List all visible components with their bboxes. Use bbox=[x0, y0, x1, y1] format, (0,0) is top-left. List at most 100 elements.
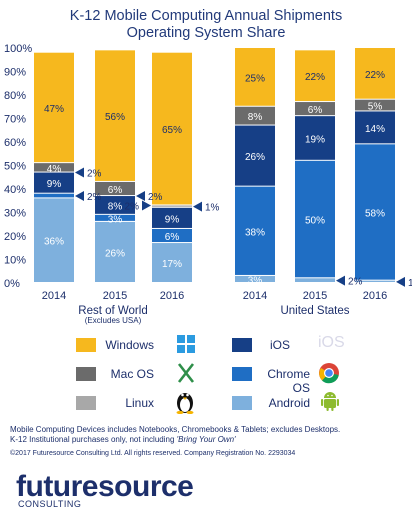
callout-arrow bbox=[75, 191, 84, 202]
y-tick-label: 60% bbox=[4, 137, 26, 149]
x-tick-label: 2016 bbox=[363, 290, 387, 302]
y-tick-label: 80% bbox=[4, 90, 26, 102]
y-tick-label: 30% bbox=[4, 208, 26, 220]
callout-label: 2% bbox=[87, 192, 102, 203]
bar-segment-windows bbox=[355, 48, 395, 99]
x-tick-label: 2014 bbox=[243, 290, 267, 302]
ios-logo-icon: iOS bbox=[318, 334, 345, 351]
y-tick-label: 100% bbox=[4, 43, 32, 55]
footnote-institutional-emphasis: 'Bring Your Own' bbox=[176, 435, 236, 444]
legend-swatch-windows bbox=[76, 338, 96, 352]
bar-value-label: 6% bbox=[308, 105, 323, 116]
bar-segment-chrome-os bbox=[34, 193, 74, 198]
footnote-institutional-text: K-12 Institutional purchases only, not i… bbox=[10, 435, 177, 444]
chart-title-line1: K-12 Mobile Computing Annual Shipments bbox=[69, 8, 343, 24]
bar-segment-android bbox=[295, 278, 335, 282]
legend-label-linux: Linux bbox=[125, 396, 154, 410]
mac-os-x-logo-icon bbox=[177, 363, 195, 383]
bar-value-label: 36% bbox=[44, 237, 64, 248]
stacked-bar-chart: 0% 10% 20% 30% 40% 50% 60% 70% 80% 90% 100% 36% 9% 4%… bbox=[4, 43, 412, 325]
bar-segment-mac-os bbox=[34, 163, 74, 172]
bar-segment-ios bbox=[152, 207, 192, 228]
bar-value-label: 6% bbox=[108, 185, 123, 196]
y-tick-label: 70% bbox=[4, 114, 26, 126]
y-tick-label: 40% bbox=[4, 184, 26, 196]
callout-label: 2% bbox=[125, 201, 140, 212]
bar-segment-chrome-os bbox=[355, 144, 395, 280]
bar-segment-ios bbox=[235, 125, 275, 186]
legend-swatch-android bbox=[232, 396, 252, 410]
x-tick-label: 2014 bbox=[42, 290, 66, 302]
group-sublabel-excludes-usa: (Excludes USA) bbox=[85, 316, 142, 325]
legend-swatch-mac-os bbox=[76, 367, 96, 381]
bar-segment-android bbox=[235, 275, 275, 282]
bar-segment-windows bbox=[235, 48, 275, 106]
chrome-logo-icon bbox=[319, 363, 339, 384]
y-tick-label: 50% bbox=[4, 161, 26, 173]
bar-segment-windows bbox=[152, 52, 192, 205]
legend-swatch-linux bbox=[76, 396, 96, 410]
bar-value-label: 26% bbox=[105, 248, 125, 259]
group-label-united-states: United States bbox=[280, 305, 349, 317]
linux-penguin-icon bbox=[176, 393, 194, 414]
bar-segment-windows bbox=[34, 52, 74, 163]
bar-value-label: 14% bbox=[365, 124, 385, 135]
bar-value-label: 65% bbox=[162, 125, 182, 136]
callout-arrow bbox=[396, 276, 405, 287]
bar-segment-linux bbox=[152, 205, 192, 207]
callout-arrow bbox=[75, 167, 84, 178]
bar-value-label: 47% bbox=[44, 104, 64, 115]
callout-label: 1% bbox=[205, 203, 220, 214]
bar-value-label: 58% bbox=[365, 209, 385, 220]
bar-segment-android bbox=[95, 221, 135, 282]
bar-segment-windows bbox=[95, 50, 135, 181]
callout-label: 1% bbox=[408, 278, 412, 289]
legend-label-ios: iOS bbox=[269, 338, 290, 352]
x-tick-label: 2015 bbox=[303, 290, 327, 302]
bar-segment-chrome-os bbox=[95, 214, 135, 221]
legend-label-android: Android bbox=[268, 396, 310, 410]
copyright-notice: ©2017 Futuresource Consulting Ltd. All r… bbox=[10, 450, 296, 457]
bar-value-label: 9% bbox=[47, 179, 62, 190]
bar-segment-android bbox=[152, 243, 192, 282]
group-label-rest-of-world: Rest of World bbox=[78, 305, 147, 317]
futuresource-logo: futuresource bbox=[16, 470, 194, 503]
y-tick-label: 10% bbox=[4, 255, 26, 267]
bar-value-label: 8% bbox=[108, 201, 123, 212]
callout-label: 2% bbox=[148, 192, 163, 203]
y-tick-label: 20% bbox=[4, 231, 26, 243]
bar-segment-android bbox=[355, 280, 395, 282]
bar-value-label: 4% bbox=[47, 164, 62, 175]
bar-segment-chrome-os bbox=[295, 160, 335, 278]
y-tick-label: 90% bbox=[4, 67, 26, 79]
legend-label-windows: Windows bbox=[105, 338, 154, 352]
callout-label: 2% bbox=[348, 277, 363, 288]
footnote-devices: Mobile Computing Devices includes Notebo… bbox=[10, 425, 341, 434]
callout-arrow bbox=[142, 200, 151, 211]
x-tick-label: 2016 bbox=[160, 290, 184, 302]
y-tick-label: 0% bbox=[4, 278, 20, 290]
bar-value-label: 25% bbox=[245, 73, 265, 84]
legend-label-mac-os: Mac OS bbox=[110, 367, 154, 381]
x-tick-label: 2015 bbox=[103, 290, 127, 302]
callout-arrow bbox=[336, 275, 345, 286]
bar-segment-mac-os bbox=[295, 102, 335, 116]
bar-value-label: 38% bbox=[245, 227, 265, 238]
bar-segment-mac-os bbox=[95, 181, 135, 196]
bar-segment-windows bbox=[295, 50, 335, 102]
bar-segment-chrome-os bbox=[152, 228, 192, 243]
bar-segment-ios bbox=[355, 111, 395, 144]
bar-value-label: 3% bbox=[248, 275, 263, 286]
bar-value-label: 3% bbox=[108, 214, 123, 225]
bar-value-label: 22% bbox=[365, 70, 385, 81]
android-robot-icon bbox=[321, 392, 339, 411]
bar-value-label: 56% bbox=[105, 112, 125, 123]
bar-segment-ios bbox=[34, 172, 74, 193]
bar-segment-ios bbox=[95, 196, 135, 214]
legend-swatch-ios bbox=[232, 338, 252, 352]
bar-value-label: 19% bbox=[305, 134, 325, 145]
futuresource-logo-subtitle: CONSULTING bbox=[18, 499, 82, 509]
bar-value-label: 8% bbox=[248, 112, 263, 123]
bar-value-label: 5% bbox=[368, 102, 383, 113]
